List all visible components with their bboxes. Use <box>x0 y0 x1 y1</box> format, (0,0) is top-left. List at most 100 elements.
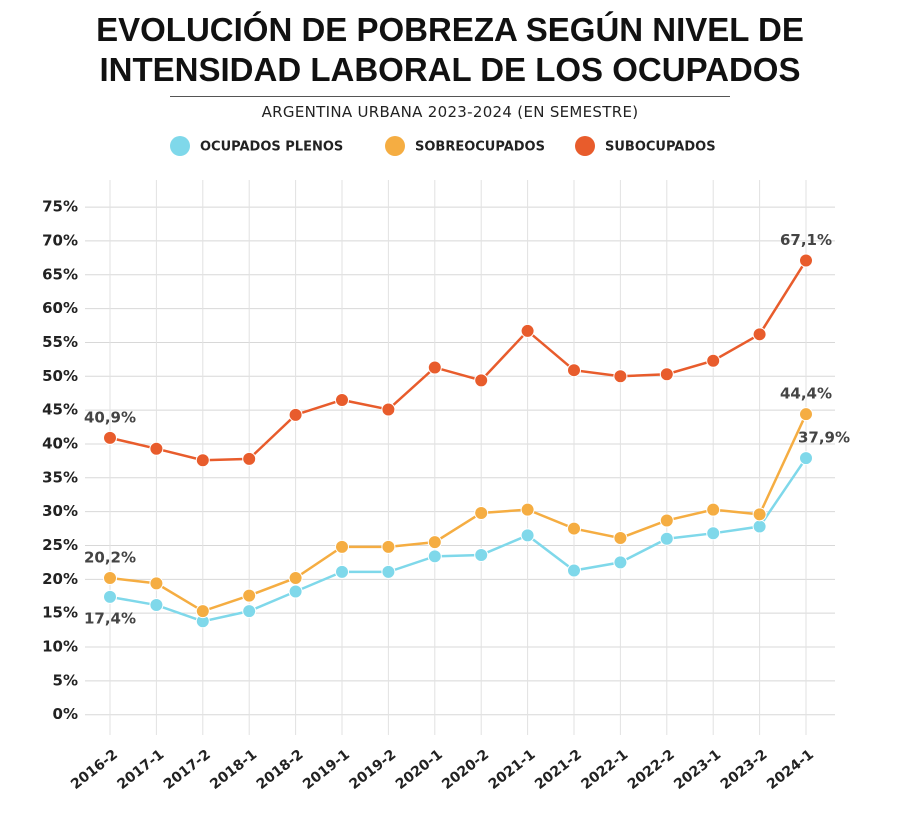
data-point <box>706 353 721 368</box>
data-point <box>288 407 303 422</box>
data-point <box>427 360 442 375</box>
data-point <box>103 570 117 585</box>
legend-label: OCUPADOS PLENOS <box>200 140 343 155</box>
x-tick-label: 2022-1 <box>579 747 632 793</box>
y-tick-label: 75% <box>42 198 78 216</box>
legend-label: SOBREOCUPADOS <box>415 140 545 155</box>
data-point <box>149 441 164 456</box>
y-tick-label: 25% <box>42 536 78 554</box>
series-line <box>109 259 808 462</box>
header: EVOLUCIÓN DE POBREZA SEGÚN NIVEL DE INTE… <box>0 10 900 121</box>
y-tick-label: 0% <box>53 705 78 723</box>
y-tick-label: 30% <box>42 502 78 520</box>
x-tick-label: 2020-2 <box>439 747 492 793</box>
data-label: 67,1% <box>780 231 832 249</box>
x-tick-label: 2022-2 <box>625 747 678 793</box>
y-tick-label: 50% <box>42 367 78 385</box>
data-point <box>567 363 581 378</box>
data-point <box>242 588 257 603</box>
x-tick-label: 2023-2 <box>718 747 771 793</box>
data-point <box>613 555 628 570</box>
series-line <box>109 457 808 623</box>
y-tick-label: 55% <box>42 333 78 351</box>
data-point <box>474 547 489 562</box>
legend-marker <box>385 136 405 156</box>
y-tick-label: 10% <box>42 638 78 656</box>
x-tick-label: 2018-2 <box>254 747 307 793</box>
data-point <box>752 327 767 342</box>
data-point <box>799 407 813 422</box>
legend-marker <box>170 136 190 156</box>
legend-label: SUBOCUPADOS <box>605 140 716 155</box>
y-tick-label: 5% <box>53 671 78 689</box>
x-tick-label: 2021-2 <box>532 747 585 793</box>
data-point <box>659 531 674 546</box>
data-point <box>149 576 164 591</box>
data-point <box>567 521 581 536</box>
x-tick-label: 2023-1 <box>671 747 724 793</box>
data-point <box>242 451 257 466</box>
data-point <box>520 528 535 543</box>
y-tick-label: 15% <box>42 604 78 622</box>
data-point <box>427 549 442 564</box>
y-tick-label: 60% <box>42 299 78 317</box>
data-point <box>520 323 535 338</box>
data-point <box>752 519 767 534</box>
y-tick-label: 35% <box>42 468 78 486</box>
x-tick-label: 2019-1 <box>300 747 353 793</box>
data-point <box>195 604 210 619</box>
x-tick-label: 2018-1 <box>207 747 260 793</box>
data-point <box>613 369 628 384</box>
data-point <box>381 564 396 579</box>
data-point <box>706 526 721 541</box>
data-point <box>659 513 674 528</box>
y-tick-label: 65% <box>42 265 78 283</box>
data-point <box>335 539 349 554</box>
data-point <box>752 507 767 522</box>
chart-subtitle: ARGENTINA URBANA 2023-2024 (EN SEMESTRE) <box>261 103 639 121</box>
x-tick-label: 2017-2 <box>161 747 214 793</box>
x-tick-label: 2019-2 <box>347 747 400 793</box>
data-point <box>242 604 257 619</box>
data-point <box>195 453 210 468</box>
title-rule <box>170 96 730 97</box>
data-label: 40,9% <box>84 408 136 426</box>
data-label: 20,2% <box>84 548 136 566</box>
data-point <box>474 506 489 520</box>
legend-marker <box>575 136 595 156</box>
data-point <box>613 531 628 546</box>
y-tick-label: 45% <box>42 401 78 419</box>
data-point <box>149 598 164 613</box>
data-label: 44,4% <box>780 385 832 403</box>
data-point <box>103 430 117 445</box>
data-point <box>567 563 581 578</box>
data-point <box>381 539 396 554</box>
x-tick-label: 2021-1 <box>486 747 539 793</box>
x-tick-label: 2016-2 <box>68 747 121 793</box>
x-tick-label: 2017-1 <box>115 747 168 793</box>
data-point <box>427 535 442 550</box>
data-point <box>706 502 721 517</box>
data-point <box>335 392 349 407</box>
data-point <box>520 502 535 517</box>
data-point <box>103 589 117 604</box>
y-tick-label: 40% <box>42 434 78 452</box>
data-label: 37,9% <box>798 429 850 447</box>
x-tick-label: 2024-1 <box>764 747 817 793</box>
data-point <box>659 367 674 382</box>
series-line <box>109 413 808 613</box>
y-tick-label: 70% <box>42 231 78 249</box>
y-tick-label: 20% <box>42 570 78 588</box>
chart-title: EVOLUCIÓN DE POBREZA SEGÚN NIVEL DE INTE… <box>96 11 804 88</box>
data-point <box>799 253 813 268</box>
data-point <box>288 570 303 585</box>
data-point <box>381 402 396 417</box>
data-label: 17,4% <box>84 609 136 627</box>
data-point <box>288 584 303 599</box>
data-point <box>335 564 349 579</box>
data-point <box>799 451 813 466</box>
data-point <box>474 373 489 388</box>
x-tick-label: 2020-1 <box>393 747 446 793</box>
